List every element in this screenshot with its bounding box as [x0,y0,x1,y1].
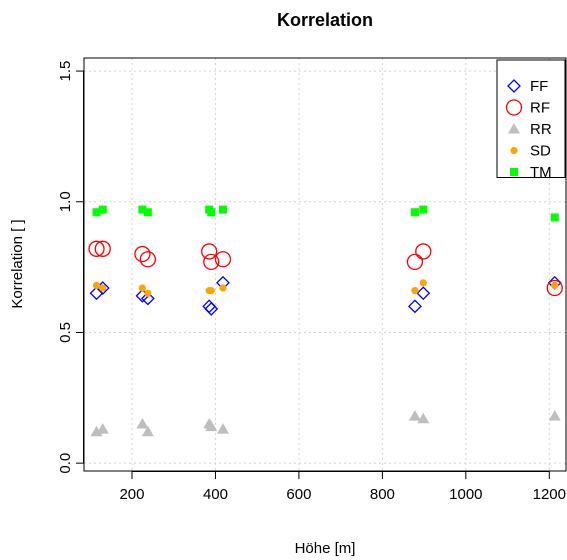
x-tick-label: 1000 [449,486,482,503]
x-tick-label: 400 [203,486,228,503]
legend-label-rr: RR [530,121,552,138]
data-point-rf [201,243,218,260]
x-tick-label: 600 [286,486,311,503]
data-point-rf [415,243,432,260]
y-tick-label: 1.5 [57,61,74,82]
data-point-ff [416,286,431,301]
data-point-ff [140,291,155,306]
data-point-rr [408,410,421,421]
plot-frame [83,57,567,472]
x-tick-label: 1200 [533,486,566,503]
x-axis: 200 400 600 800 1000 1200 [119,471,566,503]
legend-box [496,59,566,178]
legend-label-rf: RF [530,100,550,117]
series-ff [89,275,562,316]
legend: FF RF RR SD TM [496,59,566,181]
series-rr [90,410,561,437]
legend-marker-sd [510,146,518,155]
data-point-sd [92,281,101,290]
data-point-rr [205,420,218,432]
y-axis-label: Korrelation [ ] [9,219,26,308]
y-axis: 0.0 0.5 1.0 1.5 [57,61,84,474]
data-point-rf [94,240,111,257]
data-point-ff [408,299,422,314]
data-point-rf [214,251,232,268]
data-point-sd [551,281,559,290]
legend-marker-ff [507,79,521,93]
x-tick-label: 200 [119,486,144,503]
data-point-rf [139,251,156,268]
data-point-rf [546,279,563,297]
data-point-tm [410,208,419,217]
data-point-tm [98,205,107,214]
data-point-sd [219,284,227,292]
data-point-rr [216,423,229,434]
data-point-sd [411,287,419,295]
data-point-tm [207,208,216,217]
data-point-rr [417,412,430,424]
legend-label-tm: TM [530,164,552,181]
data-point-rr [141,425,154,437]
data-point-tm [92,208,101,217]
data-point-rr [136,417,149,429]
x-axis-label: Höhe [m] [295,540,356,557]
series-rf [88,240,563,297]
data-point-tm [143,208,152,217]
data-point-tm [419,205,428,214]
data-point-rr [96,423,109,434]
data-point-sd [144,289,152,297]
data-point-ff [204,302,219,316]
data-points [88,205,563,437]
legend-label-sd: SD [530,143,551,160]
chart-title: Korrelation [277,10,373,30]
data-point-rf [406,253,424,271]
data-point-tm [138,205,147,214]
data-point-rf [88,240,105,257]
y-tick-label: 1.0 [57,191,74,212]
data-point-rf [134,245,151,263]
legend-marker-rr [508,123,520,134]
x-tick-label: 800 [370,486,395,503]
legend-marker-tm [510,168,518,176]
data-point-rr [548,410,561,421]
y-tick-label: 0.5 [57,322,74,343]
data-point-sd [419,279,427,287]
data-point-sd [207,287,215,295]
y-tick-label: 0.0 [57,453,74,474]
data-point-sd [138,284,147,292]
grid [84,58,566,471]
data-point-tm [550,213,559,222]
data-point-ff [202,299,217,314]
series-sd [92,279,559,297]
data-point-sd [99,284,107,292]
legend-marker-rf [505,99,523,116]
series-tm [92,205,559,222]
legend-label-ff: FF [530,78,548,95]
data-point-tm [218,205,227,214]
data-point-rf [203,253,220,271]
